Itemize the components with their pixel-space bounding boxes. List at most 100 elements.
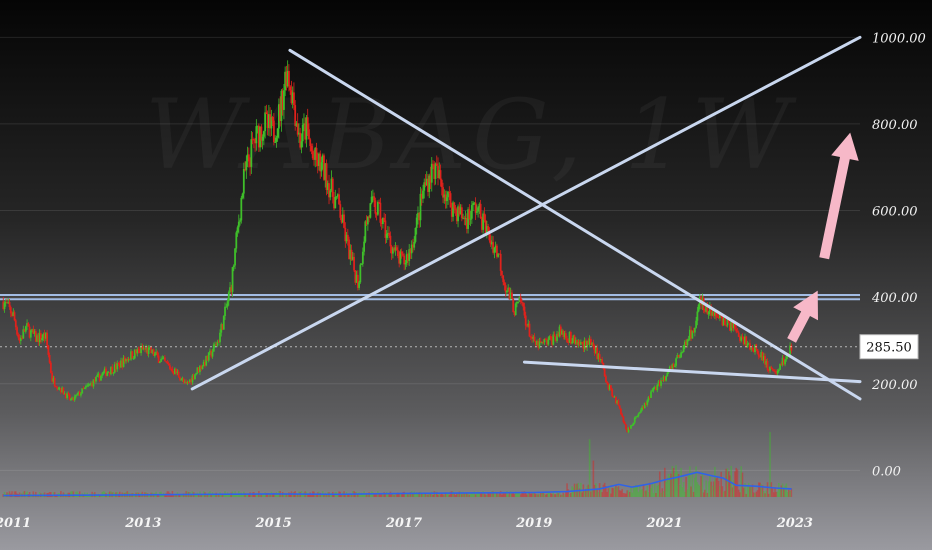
volume-bar xyxy=(172,494,175,497)
candle-body xyxy=(182,378,185,383)
volume-bar xyxy=(548,491,551,497)
volume-bar xyxy=(646,485,649,497)
candle-body xyxy=(31,329,33,331)
volume-bar xyxy=(680,467,682,497)
volume-bar xyxy=(435,491,438,497)
candle-body xyxy=(192,375,195,380)
candle-body xyxy=(625,424,627,430)
candle-body xyxy=(246,154,249,162)
candle-body xyxy=(200,365,203,370)
candle-body xyxy=(597,354,600,359)
volume-bar xyxy=(22,491,25,497)
volume-bar xyxy=(443,494,446,497)
volume-bar xyxy=(637,491,640,497)
volume-bar xyxy=(2,494,5,497)
volume-bar xyxy=(245,494,248,497)
volume-bar xyxy=(679,484,681,497)
volume-bar xyxy=(674,472,676,497)
candle-body xyxy=(494,245,497,248)
candle-body xyxy=(152,349,155,356)
candle-body xyxy=(472,203,475,206)
volume-bar xyxy=(553,494,556,497)
volume-bar xyxy=(280,493,283,497)
candle-body xyxy=(559,326,562,335)
candle-body xyxy=(442,187,444,198)
volume-bar xyxy=(764,493,766,497)
volume-bar xyxy=(164,494,166,497)
candle-body xyxy=(235,232,238,249)
candle-body xyxy=(546,339,548,345)
candle-body xyxy=(626,429,629,433)
candle-body xyxy=(504,285,507,293)
volume-bar xyxy=(447,492,449,497)
volume-bar xyxy=(72,491,75,497)
candle-body xyxy=(443,194,446,198)
candle-body xyxy=(319,153,322,172)
volume-bar xyxy=(699,485,701,497)
candle-body xyxy=(589,338,592,345)
candle-body xyxy=(41,338,43,341)
candle-body xyxy=(241,193,244,198)
candle-body xyxy=(762,356,765,361)
candle-body xyxy=(531,336,533,339)
candle-body xyxy=(454,208,457,210)
volume-bar xyxy=(706,492,709,497)
candle-body xyxy=(299,132,302,148)
candle-body xyxy=(774,370,776,373)
volume-bar xyxy=(221,494,224,497)
candle-body xyxy=(420,193,423,199)
candle-body xyxy=(358,282,360,288)
candle-body xyxy=(132,358,135,360)
last-price-badge: 285.50 xyxy=(859,334,919,360)
candle-body xyxy=(351,256,354,260)
candle-body xyxy=(309,139,312,147)
volume-bar xyxy=(675,465,677,497)
candle-body xyxy=(666,372,669,377)
candle-body xyxy=(206,355,209,361)
volume-bar xyxy=(430,491,433,497)
candle-body xyxy=(162,357,165,359)
candle-body xyxy=(158,361,161,363)
candle-body xyxy=(328,183,330,198)
candle-body xyxy=(650,391,652,398)
candle-body xyxy=(630,425,632,429)
candle-body xyxy=(306,117,309,130)
candle-body xyxy=(190,379,193,383)
volume-bar xyxy=(205,494,208,497)
volume-bar xyxy=(174,494,176,497)
candle-body xyxy=(3,302,6,310)
volume-bar xyxy=(428,492,431,497)
volume-bar xyxy=(671,466,674,497)
candle-body xyxy=(579,342,582,345)
candle-body xyxy=(23,329,26,332)
candle-body xyxy=(430,163,433,183)
volume-bar xyxy=(757,482,760,497)
volume-bar xyxy=(216,494,219,497)
candle-body xyxy=(598,354,601,360)
candle-body xyxy=(131,351,134,359)
volume-bar xyxy=(719,486,721,497)
candle-body xyxy=(596,347,599,359)
candle-body xyxy=(544,338,547,340)
candle-body xyxy=(735,329,738,332)
candle-body xyxy=(605,376,607,382)
volume-bar xyxy=(669,475,671,497)
candle-body xyxy=(737,332,740,337)
candle-body xyxy=(284,71,287,91)
volume-bar xyxy=(648,482,651,497)
candle-body xyxy=(742,337,745,344)
candle-body xyxy=(363,241,365,252)
candle-body xyxy=(483,213,486,220)
volume-bar xyxy=(458,491,461,497)
candle-body xyxy=(8,301,11,308)
candle-body xyxy=(179,376,181,380)
volume-bar xyxy=(542,492,545,497)
volume-bar xyxy=(344,494,347,497)
grid-lines xyxy=(0,36,860,471)
candle-body xyxy=(222,316,225,330)
volume-bar xyxy=(378,493,380,497)
volume-bar xyxy=(429,493,432,497)
trendline xyxy=(190,35,862,391)
volume-bar xyxy=(498,493,501,497)
volume-bar xyxy=(606,491,608,497)
